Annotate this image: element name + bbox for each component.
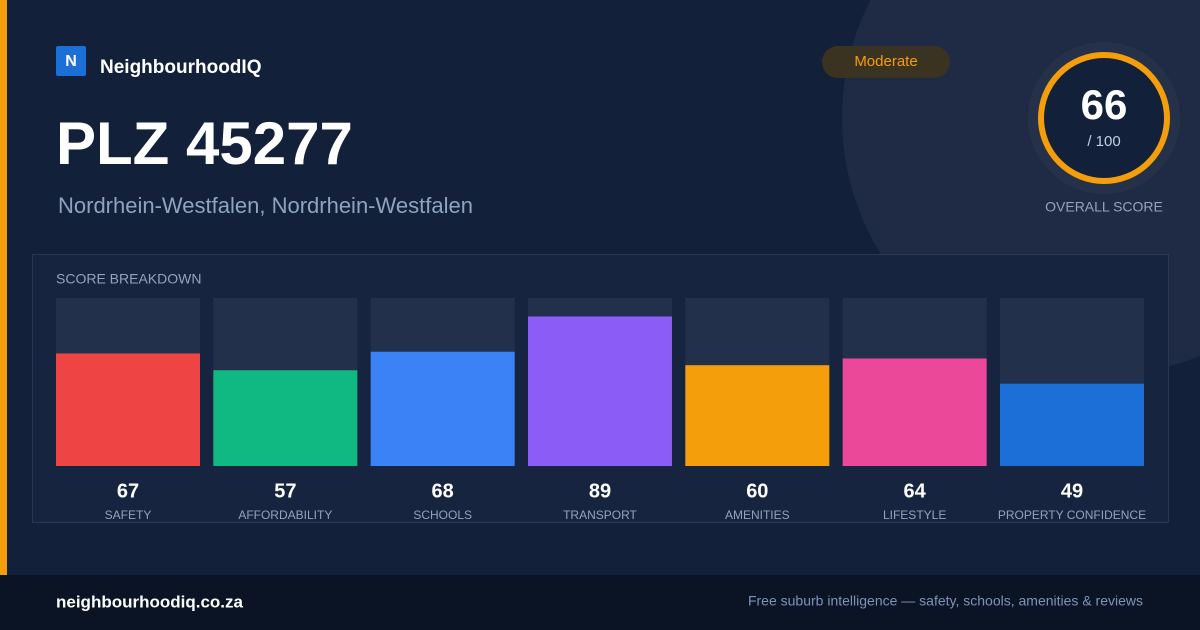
bar <box>370 351 515 466</box>
title: PLZ 45277 <box>56 110 353 177</box>
footer-site: neighbourhoodiq.co.za <box>56 592 244 611</box>
badge-text: Moderate <box>854 53 917 70</box>
category-label: LIFESTYLE <box>883 508 946 522</box>
footer <box>0 575 1200 630</box>
subtitle: Nordrhein-Westfalen, Nordrhein-Westfalen <box>58 193 473 218</box>
category-label: AMENITIES <box>725 508 790 522</box>
score-value: 66 <box>1081 81 1128 128</box>
category-label: SAFETY <box>105 508 152 522</box>
category-label: AFFORDABILITY <box>238 508 332 522</box>
accent-stripe <box>0 0 7 575</box>
logo <box>56 46 86 76</box>
value-label: 89 <box>589 480 611 502</box>
badge <box>822 46 950 78</box>
value-label: 68 <box>432 480 454 502</box>
footer-tagline: Free suburb intelligence — safety, schoo… <box>748 593 1143 609</box>
category-label: TRANSPORT <box>563 508 637 522</box>
bar <box>842 358 987 466</box>
value-label: 64 <box>904 480 927 502</box>
score-ring <box>1038 52 1170 184</box>
value-label: 57 <box>274 480 296 502</box>
bar <box>56 353 200 466</box>
category-label: SCHOOLS <box>413 508 472 522</box>
value-label: 60 <box>746 480 768 502</box>
value-label: 67 <box>117 480 139 502</box>
score-max: / 100 <box>1087 133 1120 150</box>
score-label: OVERALL SCORE <box>1045 199 1163 215</box>
logo-letter: N <box>65 53 77 70</box>
value-label: 49 <box>1061 480 1083 502</box>
bar <box>527 316 672 466</box>
bar <box>213 370 358 466</box>
bar-chart: 67 SAFETY 57 AFFORDABILITY 68 SCHOOLS 89 TRANSP… <box>56 298 1146 522</box>
bar <box>999 383 1144 466</box>
category-label: PROPERTY CONFIDENCE <box>998 508 1146 522</box>
brand: NeighbourhoodIQ <box>100 57 261 78</box>
chart-title: SCORE BREAKDOWN <box>56 271 201 287</box>
bar <box>685 365 830 466</box>
